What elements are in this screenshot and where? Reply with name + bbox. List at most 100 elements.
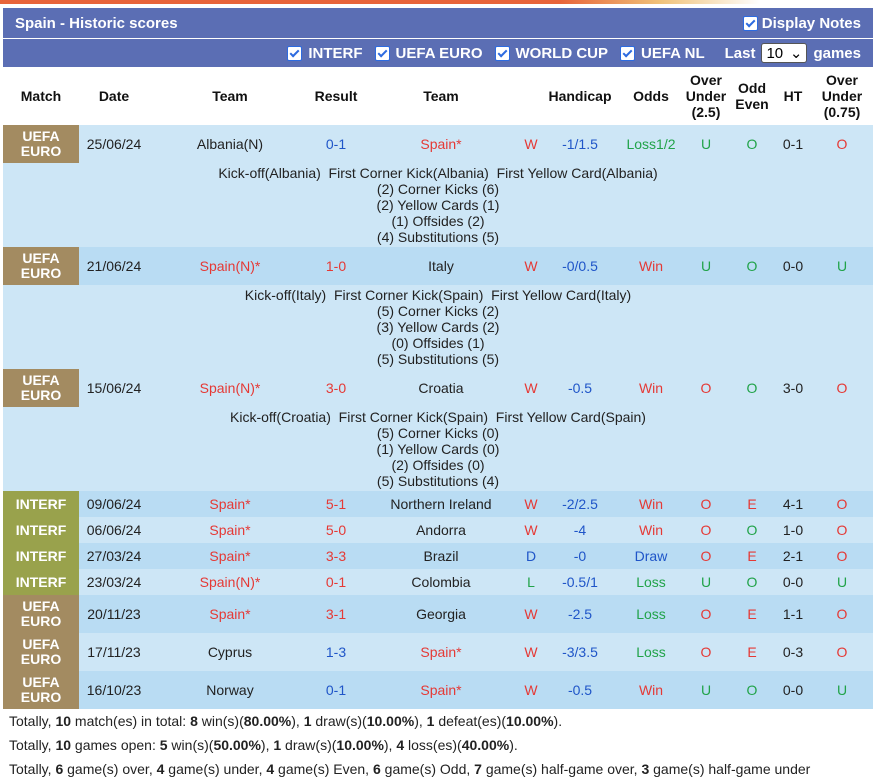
filter-uefa-nl-label: UEFA NL [641, 44, 705, 62]
match-row: UEFA EURO 21/06/24 Spain(N)* 1-0 Italy W -0/0.… [3, 247, 873, 285]
home-team[interactable]: Cyprus [149, 633, 311, 671]
handicap: -2/2.5 [541, 491, 619, 517]
match-date: 25/06/24 [79, 125, 149, 163]
filter-interf-checkbox[interactable] [287, 45, 303, 61]
odd-even: O [729, 671, 775, 709]
match-row: UEFA EURO 16/10/23 Norway 0-1 Spain* W -0.5 Win… [3, 671, 873, 709]
half-time-score: 0-3 [775, 633, 811, 671]
odd-even: E [729, 633, 775, 671]
filter-world-cup[interactable]: WORLD CUP [494, 44, 609, 62]
match-result: 5-0 [311, 517, 361, 543]
handicap: -4 [541, 517, 619, 543]
over-under-075: U [811, 247, 873, 285]
filter-world-cup-checkbox[interactable] [494, 45, 510, 61]
odd-even: O [729, 569, 775, 595]
note-line: (2) Offsides (0) [391, 457, 485, 473]
win-loss: W [521, 491, 541, 517]
match-result: 1-0 [311, 247, 361, 285]
away-team[interactable]: Northern Ireland [361, 491, 521, 517]
filter-uefa-euro-checkbox[interactable] [374, 45, 390, 61]
match-result: 5-1 [311, 491, 361, 517]
over-under-25: U [683, 671, 729, 709]
away-team[interactable]: Italy [361, 247, 521, 285]
handicap: -0 [541, 543, 619, 569]
home-team[interactable]: Spain* [149, 543, 311, 569]
panel-title: Spain - Historic scores [15, 14, 178, 32]
home-team[interactable]: Spain* [149, 491, 311, 517]
filter-uefa-euro[interactable]: UEFA EURO [374, 44, 483, 62]
away-team[interactable]: Spain* [361, 125, 521, 163]
handicap: -0/0.5 [541, 247, 619, 285]
games-label: games [813, 44, 861, 62]
win-loss: W [521, 125, 541, 163]
away-team[interactable]: Croatia [361, 369, 521, 407]
odds-result: Loss [619, 633, 683, 671]
match-row: INTERF 23/03/24 Spain(N)* 0-1 Colombia L -0.5/… [3, 569, 873, 595]
half-time-score: 2-1 [775, 543, 811, 569]
win-loss: W [521, 247, 541, 285]
match-row: UEFA EURO 25/06/24 Albania(N) 0-1 Spain* W -1/… [3, 125, 873, 163]
half-time-score: 0-0 [775, 247, 811, 285]
match-date: 06/06/24 [79, 517, 149, 543]
away-team[interactable]: Brazil [361, 543, 521, 569]
half-time-score: 3-0 [775, 369, 811, 407]
odd-even: O [729, 369, 775, 407]
over-under-25: O [683, 633, 729, 671]
over-under-25: O [683, 543, 729, 569]
half-time-score: 0-1 [775, 125, 811, 163]
away-team[interactable]: Andorra [361, 517, 521, 543]
match-notes-row: Kick-off(Croatia) First Corner Kick(Spai… [3, 407, 873, 491]
filter-uefa-nl[interactable]: UEFA NL [620, 45, 705, 62]
home-team[interactable]: Norway [149, 671, 311, 709]
note-line: (5) Corner Kicks (0) [376, 425, 500, 441]
note-line: (1) Offsides (2) [391, 213, 485, 229]
odd-even: O [729, 125, 775, 163]
over-under-25: U [683, 125, 729, 163]
matches-body: UEFA EURO 25/06/24 Albania(N) 0-1 Spain* W -1/… [3, 125, 873, 709]
home-team[interactable]: Albania(N) [149, 125, 311, 163]
handicap: -0.5/1 [541, 569, 619, 595]
match-date: 27/03/24 [79, 543, 149, 569]
home-team[interactable]: Spain(N)* [149, 247, 311, 285]
competition-badge: UEFA EURO [3, 247, 79, 285]
display-notes-checkbox[interactable] [742, 15, 758, 31]
home-team[interactable]: Spain(N)* [149, 569, 311, 595]
home-team[interactable]: Spain(N)* [149, 369, 311, 407]
away-team[interactable]: Georgia [361, 595, 521, 633]
historic-scores-panel: Spain - Historic scores Display Notes IN… [3, 8, 873, 781]
home-team[interactable]: Spain* [149, 595, 311, 633]
match-result: 0-1 [311, 125, 361, 163]
last-games-select[interactable]: 10 ⌄ [761, 43, 808, 63]
match-notes: Kick-off(Italy) First Corner Kick(Spain)… [3, 285, 873, 369]
over-under-075: O [811, 543, 873, 569]
display-notes-toggle[interactable]: Display Notes [742, 14, 861, 32]
home-team[interactable]: Spain* [149, 517, 311, 543]
away-team[interactable]: Colombia [361, 569, 521, 595]
filter-interf[interactable]: INTERF [287, 45, 363, 62]
filter-uefa-euro-label: UEFA EURO [395, 44, 483, 62]
away-team[interactable]: Spain* [361, 671, 521, 709]
over-under-075: O [811, 125, 873, 163]
note-line: (4) Substitutions (5) [376, 229, 500, 245]
over-under-25: U [683, 569, 729, 595]
note-line: (0) Offsides (1) [391, 335, 485, 351]
match-date: 16/10/23 [79, 671, 149, 709]
competition-badge: INTERF [3, 517, 79, 543]
col-wl [521, 67, 541, 125]
handicap: -0.5 [541, 369, 619, 407]
summary-over-under: Totally, 6 game(s) over, 4 game(s) under… [9, 761, 811, 777]
note-line: (1) Yellow Cards (0) [376, 441, 500, 457]
match-result: 0-1 [311, 569, 361, 595]
half-time-score: 4-1 [775, 491, 811, 517]
filter-world-cup-label: WORLD CUP [515, 44, 609, 62]
match-notes: Kick-off(Albania) First Corner Kick(Alba… [3, 163, 873, 247]
half-time-score: 1-0 [775, 517, 811, 543]
over-under-075: O [811, 633, 873, 671]
last-games-value: 10 [766, 44, 784, 62]
match-date: 09/06/24 [79, 491, 149, 517]
handicap: -0.5 [541, 671, 619, 709]
display-notes-label: Display Notes [761, 14, 861, 32]
away-team[interactable]: Spain* [361, 633, 521, 671]
table-header-row: Match Date Team Result Team Handicap Odd… [3, 67, 873, 125]
filter-uefa-nl-checkbox[interactable] [620, 45, 635, 61]
